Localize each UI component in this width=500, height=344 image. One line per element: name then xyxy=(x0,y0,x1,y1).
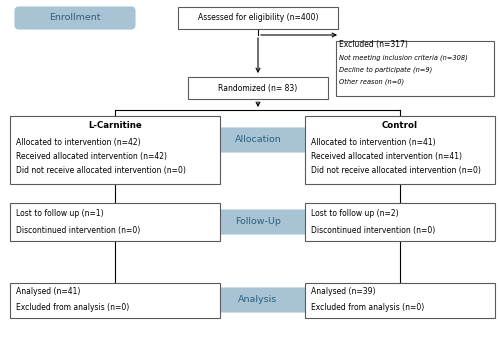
FancyBboxPatch shape xyxy=(336,41,494,96)
Text: Excluded from analysis (n=0): Excluded from analysis (n=0) xyxy=(311,303,424,312)
Text: Other reason (n=0): Other reason (n=0) xyxy=(339,79,404,85)
Text: Randomized (n= 83): Randomized (n= 83) xyxy=(218,84,298,93)
Text: Received allocated intervention (n=41): Received allocated intervention (n=41) xyxy=(311,151,462,161)
Text: Assessed for eligibility (n=400): Assessed for eligibility (n=400) xyxy=(198,13,318,22)
Text: Lost to follow up (n=1): Lost to follow up (n=1) xyxy=(16,208,104,217)
Text: Received allocated intervention (n=42): Received allocated intervention (n=42) xyxy=(16,151,167,161)
Text: Decline to participate (n=9): Decline to participate (n=9) xyxy=(339,67,432,73)
FancyBboxPatch shape xyxy=(206,128,310,152)
FancyBboxPatch shape xyxy=(305,282,495,318)
Text: Follow-Up: Follow-Up xyxy=(235,217,281,226)
Text: Discontinued intervention (n=0): Discontinued intervention (n=0) xyxy=(311,226,435,235)
FancyBboxPatch shape xyxy=(305,116,495,184)
Text: Excluded (n=317): Excluded (n=317) xyxy=(339,41,408,50)
FancyBboxPatch shape xyxy=(10,282,220,318)
FancyBboxPatch shape xyxy=(15,7,135,29)
Text: Allocated to intervention (n=41): Allocated to intervention (n=41) xyxy=(311,138,436,147)
Text: Not meeting inclusion criteria (n=308): Not meeting inclusion criteria (n=308) xyxy=(339,55,468,61)
Text: Analysis: Analysis xyxy=(238,295,278,304)
FancyBboxPatch shape xyxy=(188,77,328,99)
Text: Excluded from analysis (n=0): Excluded from analysis (n=0) xyxy=(16,303,129,312)
Text: Allocation: Allocation xyxy=(234,136,282,144)
Text: Enrollment: Enrollment xyxy=(49,13,101,22)
FancyBboxPatch shape xyxy=(10,203,220,241)
FancyBboxPatch shape xyxy=(305,203,495,241)
Text: Lost to follow up (n=2): Lost to follow up (n=2) xyxy=(311,208,398,217)
Text: Allocated to intervention (n=42): Allocated to intervention (n=42) xyxy=(16,138,140,147)
Text: Did not receive allocated intervention (n=0): Did not receive allocated intervention (… xyxy=(311,165,481,174)
Text: L-Carnitine: L-Carnitine xyxy=(88,120,142,129)
Text: Analysed (n=41): Analysed (n=41) xyxy=(16,288,80,297)
Text: Control: Control xyxy=(382,120,418,129)
FancyBboxPatch shape xyxy=(10,116,220,184)
Text: Did not receive allocated intervention (n=0): Did not receive allocated intervention (… xyxy=(16,165,186,174)
FancyBboxPatch shape xyxy=(206,288,310,312)
Text: Analysed (n=39): Analysed (n=39) xyxy=(311,288,376,297)
FancyBboxPatch shape xyxy=(206,210,310,234)
Text: Discontinued intervention (n=0): Discontinued intervention (n=0) xyxy=(16,226,140,235)
FancyBboxPatch shape xyxy=(178,7,338,29)
